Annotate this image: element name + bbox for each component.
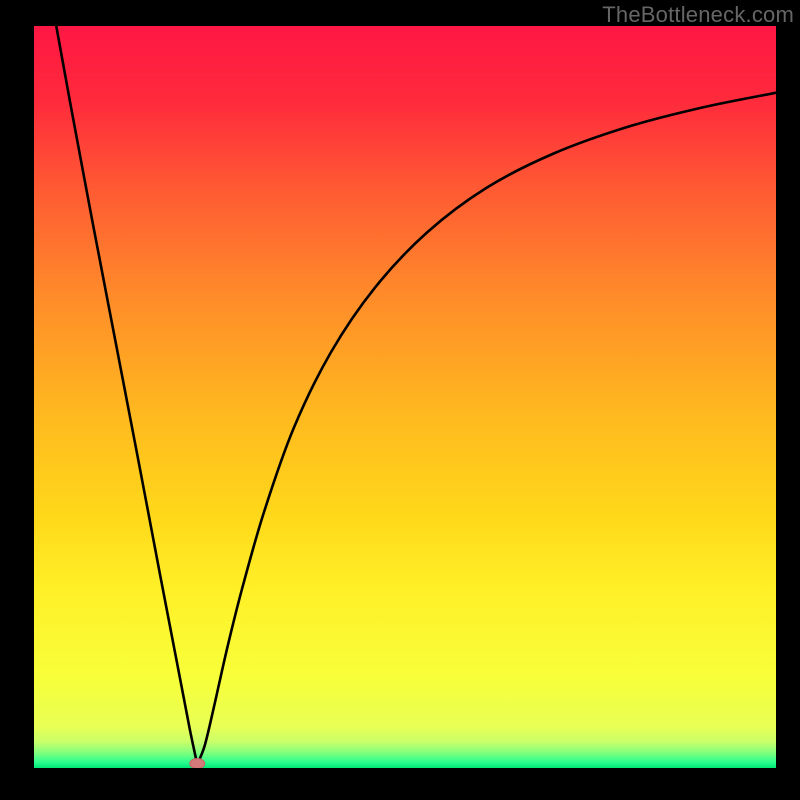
plot-area bbox=[34, 26, 776, 768]
chart-svg bbox=[0, 0, 800, 800]
chart-stage: TheBottleneck.com bbox=[0, 0, 800, 800]
watermark-text: TheBottleneck.com bbox=[602, 2, 794, 28]
min-marker bbox=[190, 759, 205, 769]
